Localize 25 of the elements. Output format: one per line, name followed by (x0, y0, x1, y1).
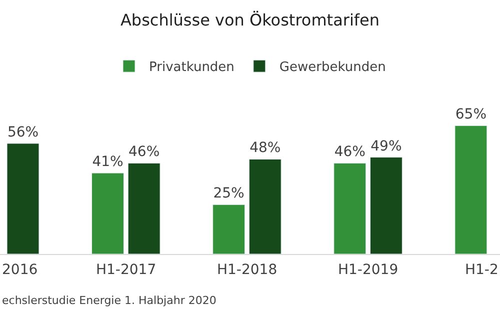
data-label: 46% (128, 144, 160, 160)
data-label: 41% (92, 154, 124, 170)
bar (370, 157, 402, 254)
bar (128, 162, 160, 254)
bar (92, 172, 124, 254)
bar (454, 125, 488, 254)
legend-label: Privatkunden (149, 60, 234, 76)
data-label: 56% (7, 124, 39, 140)
data-label: 48% (250, 140, 281, 156)
data-label: 49% (370, 138, 402, 154)
legend-label: Gewerbekunden (279, 60, 386, 76)
x-tick-label: H1-2 (465, 262, 498, 278)
data-label: 65% (455, 106, 487, 123)
data-label: 25% (213, 186, 244, 202)
data-label: 46% (334, 144, 366, 160)
chart-title: Abschlüsse von Ökostromtarifen (120, 10, 380, 30)
text: echslerstudie Energie 1. Halbjahr 2020 (2, 294, 216, 307)
bar (212, 204, 246, 254)
x-tick-label: H1-2017 (96, 262, 156, 278)
x-tick-label: H1-2018 (217, 262, 278, 278)
x-tick-label: H1-2019 (338, 262, 398, 278)
x-tick-label: 2016 (2, 262, 38, 278)
bar (6, 143, 40, 254)
bar (334, 162, 366, 254)
bar (248, 158, 282, 254)
